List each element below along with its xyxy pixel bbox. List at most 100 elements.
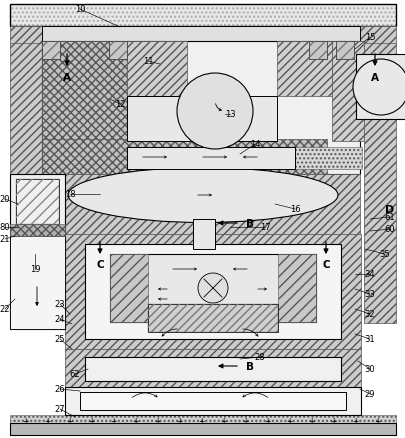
Bar xyxy=(42,42,60,60)
Bar xyxy=(277,254,315,322)
Bar xyxy=(65,349,360,389)
Text: C: C xyxy=(96,259,104,269)
Text: +: + xyxy=(351,417,357,426)
Text: 62: 62 xyxy=(70,370,80,378)
Bar xyxy=(127,42,187,97)
Text: 18: 18 xyxy=(64,190,75,199)
Text: +: + xyxy=(44,417,50,426)
Text: B: B xyxy=(245,361,254,371)
Bar xyxy=(110,254,315,322)
Bar xyxy=(308,42,326,60)
Bar xyxy=(10,44,42,323)
Text: 14: 14 xyxy=(249,140,260,149)
Bar xyxy=(42,175,359,234)
Text: 80: 80 xyxy=(0,223,10,232)
Text: 28: 28 xyxy=(254,353,264,362)
Text: 22: 22 xyxy=(0,305,10,314)
Text: 10: 10 xyxy=(75,6,85,14)
Text: +: + xyxy=(263,417,269,426)
Bar xyxy=(335,42,353,60)
Text: +: + xyxy=(153,417,160,426)
Bar xyxy=(42,42,359,175)
Text: 25: 25 xyxy=(55,335,65,344)
Text: 32: 32 xyxy=(364,310,374,319)
Bar xyxy=(85,244,340,339)
Bar xyxy=(16,180,59,225)
Bar xyxy=(10,175,65,329)
Bar xyxy=(42,42,127,141)
Bar xyxy=(294,148,361,170)
Bar xyxy=(127,97,276,141)
Text: 31: 31 xyxy=(364,335,374,344)
Text: 30: 30 xyxy=(364,365,374,374)
Bar xyxy=(65,387,360,415)
Bar xyxy=(65,234,360,349)
Text: 33: 33 xyxy=(364,290,375,299)
Text: A: A xyxy=(63,73,71,83)
Text: +: + xyxy=(307,417,313,426)
Text: 34: 34 xyxy=(364,270,374,279)
Circle shape xyxy=(177,74,252,150)
Text: 17: 17 xyxy=(259,223,270,232)
Bar xyxy=(109,42,127,60)
Text: 29: 29 xyxy=(364,390,374,399)
Circle shape xyxy=(198,273,228,303)
Bar xyxy=(10,423,395,435)
Bar xyxy=(148,304,277,332)
Text: D: D xyxy=(384,205,394,215)
Text: 35: 35 xyxy=(379,250,389,259)
Bar xyxy=(276,42,331,97)
Bar xyxy=(10,27,395,45)
Text: +: + xyxy=(197,417,204,426)
Text: 21: 21 xyxy=(0,235,10,244)
Bar xyxy=(110,254,148,322)
Bar xyxy=(109,42,127,60)
Text: 24: 24 xyxy=(55,315,65,324)
Text: +: + xyxy=(132,417,138,426)
Text: 27: 27 xyxy=(55,405,65,413)
Text: 19: 19 xyxy=(30,265,40,274)
Bar xyxy=(16,180,59,225)
Text: 13: 13 xyxy=(224,110,235,119)
Text: 23: 23 xyxy=(55,300,65,309)
Text: A: A xyxy=(370,73,378,83)
Bar xyxy=(10,5,395,27)
Text: +: + xyxy=(219,417,226,426)
Bar xyxy=(192,219,215,249)
Text: +: + xyxy=(241,417,247,426)
Text: +: + xyxy=(373,417,379,426)
Text: +: + xyxy=(87,417,94,426)
Text: +: + xyxy=(22,417,28,426)
Text: 60: 60 xyxy=(384,225,394,234)
Text: 12: 12 xyxy=(115,100,125,109)
Text: +: + xyxy=(66,417,72,426)
Text: 16: 16 xyxy=(289,205,300,214)
Bar xyxy=(85,357,340,381)
Bar xyxy=(355,55,405,120)
Text: +: + xyxy=(329,417,335,426)
Text: B: B xyxy=(245,219,254,229)
Bar xyxy=(10,237,65,329)
Text: +: + xyxy=(285,417,292,426)
Bar xyxy=(10,415,395,431)
Bar xyxy=(42,27,359,42)
Text: 26: 26 xyxy=(55,385,65,394)
Bar xyxy=(308,42,326,60)
Bar xyxy=(127,148,294,170)
Text: +: + xyxy=(109,417,116,426)
Text: C: C xyxy=(322,259,329,269)
Circle shape xyxy=(352,60,405,116)
Text: 15: 15 xyxy=(364,33,374,42)
Bar xyxy=(42,140,326,175)
Text: 61: 61 xyxy=(384,213,394,222)
Text: +: + xyxy=(175,417,182,426)
Bar xyxy=(335,42,353,60)
Bar xyxy=(331,42,363,141)
Text: 11: 11 xyxy=(143,57,153,66)
Bar xyxy=(363,44,395,323)
Bar xyxy=(148,304,277,332)
Bar xyxy=(10,5,395,27)
Ellipse shape xyxy=(68,168,337,223)
Bar xyxy=(42,42,60,60)
Text: 20: 20 xyxy=(0,195,10,204)
